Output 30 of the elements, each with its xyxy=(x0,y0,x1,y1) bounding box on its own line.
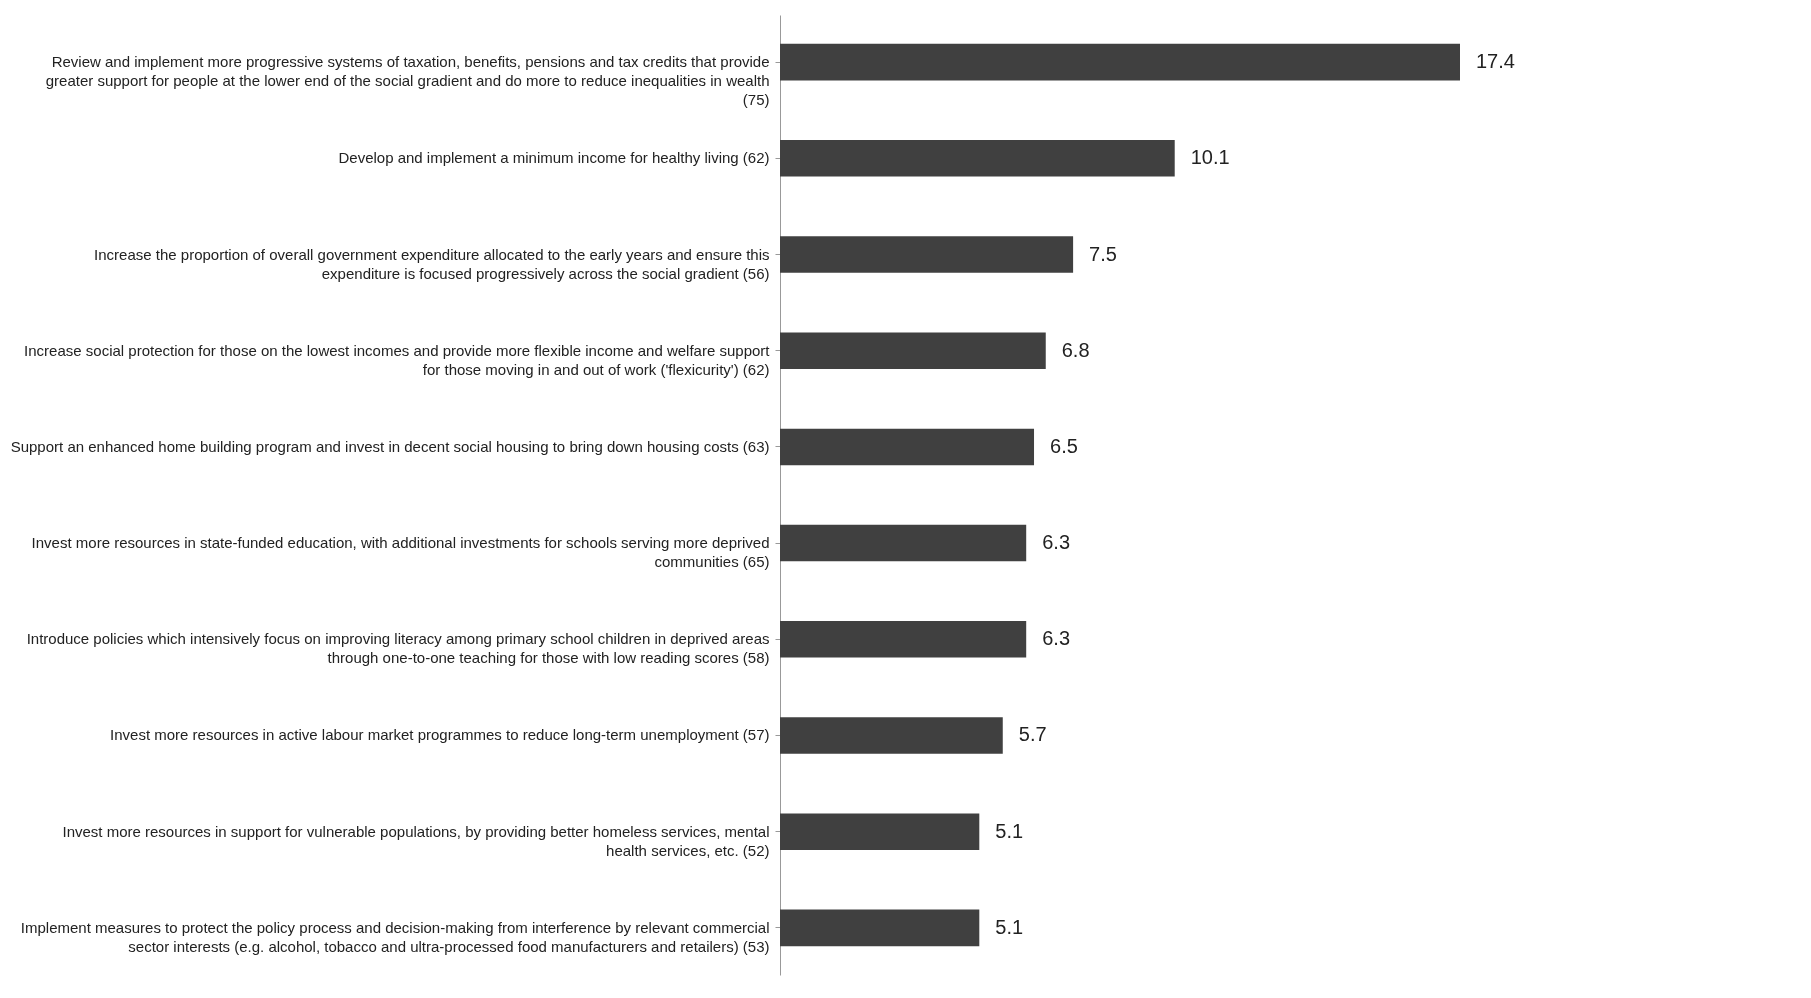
data-label: 6.5 xyxy=(1050,434,1078,457)
y-tick-label: Invest more resources in support for vulnerable populations, by providing better homeless services, mental health services, etc. (52) xyxy=(62,822,770,859)
bar xyxy=(780,428,1035,466)
bar xyxy=(780,813,980,850)
y-tick-label: Increase social protection for those on the lowest incomes and provide more flexible income and welfare support for those moving in and out of work ('flexicurity') (62) xyxy=(24,341,771,378)
bar xyxy=(780,43,1460,81)
y-tick-label: Develop and implement a minimum income for healthy living (62) xyxy=(338,149,770,167)
data-label: 7.5 xyxy=(1089,242,1117,265)
bar xyxy=(780,332,1046,369)
bar xyxy=(780,621,1027,658)
data-label: 6.3 xyxy=(1042,531,1071,554)
data-label: 6.8 xyxy=(1061,338,1090,361)
y-tick-label: Increase the proportion of overall government expenditure allocated to the early years and ensure this expenditure is focused progressively across the social gradient (56) xyxy=(94,245,770,282)
data-label: 10.1 xyxy=(1190,146,1230,169)
bar xyxy=(780,717,1003,754)
data-label: 17.4 xyxy=(1476,50,1515,73)
bar xyxy=(780,140,1175,177)
data-label: 6.3 xyxy=(1042,627,1071,650)
data-label: 5.1 xyxy=(995,915,1024,938)
y-tick-label: Invest more resources in active labour market programmes to reduce long-term unemployment (57) xyxy=(110,726,770,744)
data-label: 5.7 xyxy=(1018,723,1047,746)
y-tick-label: Implement measures to protect the policy process and decision-making from interference by relevant commercial sector interests (e.g. alcohol, tobacco and ultra-processed food manufacturers and retailers) (53) xyxy=(20,918,770,955)
y-tick-label: Introduce policies which intensively focus on improving literacy among primary school children in deprived areas through one-to-one teaching for those with low reading scores (58) xyxy=(26,630,770,667)
bar xyxy=(780,236,1074,273)
y-tick-label: Review and implement more progressive systems of taxation, benefits, pensions and tax credits that provide greater support for people at the lower end of the social gradient and do more to reduce inequalities in wealth (75) xyxy=(45,53,770,109)
y-tick-label: Support an enhanced home building program and invest in decent social housing to bring down housing costs (63) xyxy=(10,437,770,455)
y-tick-label: Invest more resources in state-funded education, with additional investments for schools serving more deprived communities (65) xyxy=(31,534,770,571)
bar xyxy=(780,524,1027,562)
bar xyxy=(780,909,980,947)
data-label: 5.1 xyxy=(995,819,1024,842)
